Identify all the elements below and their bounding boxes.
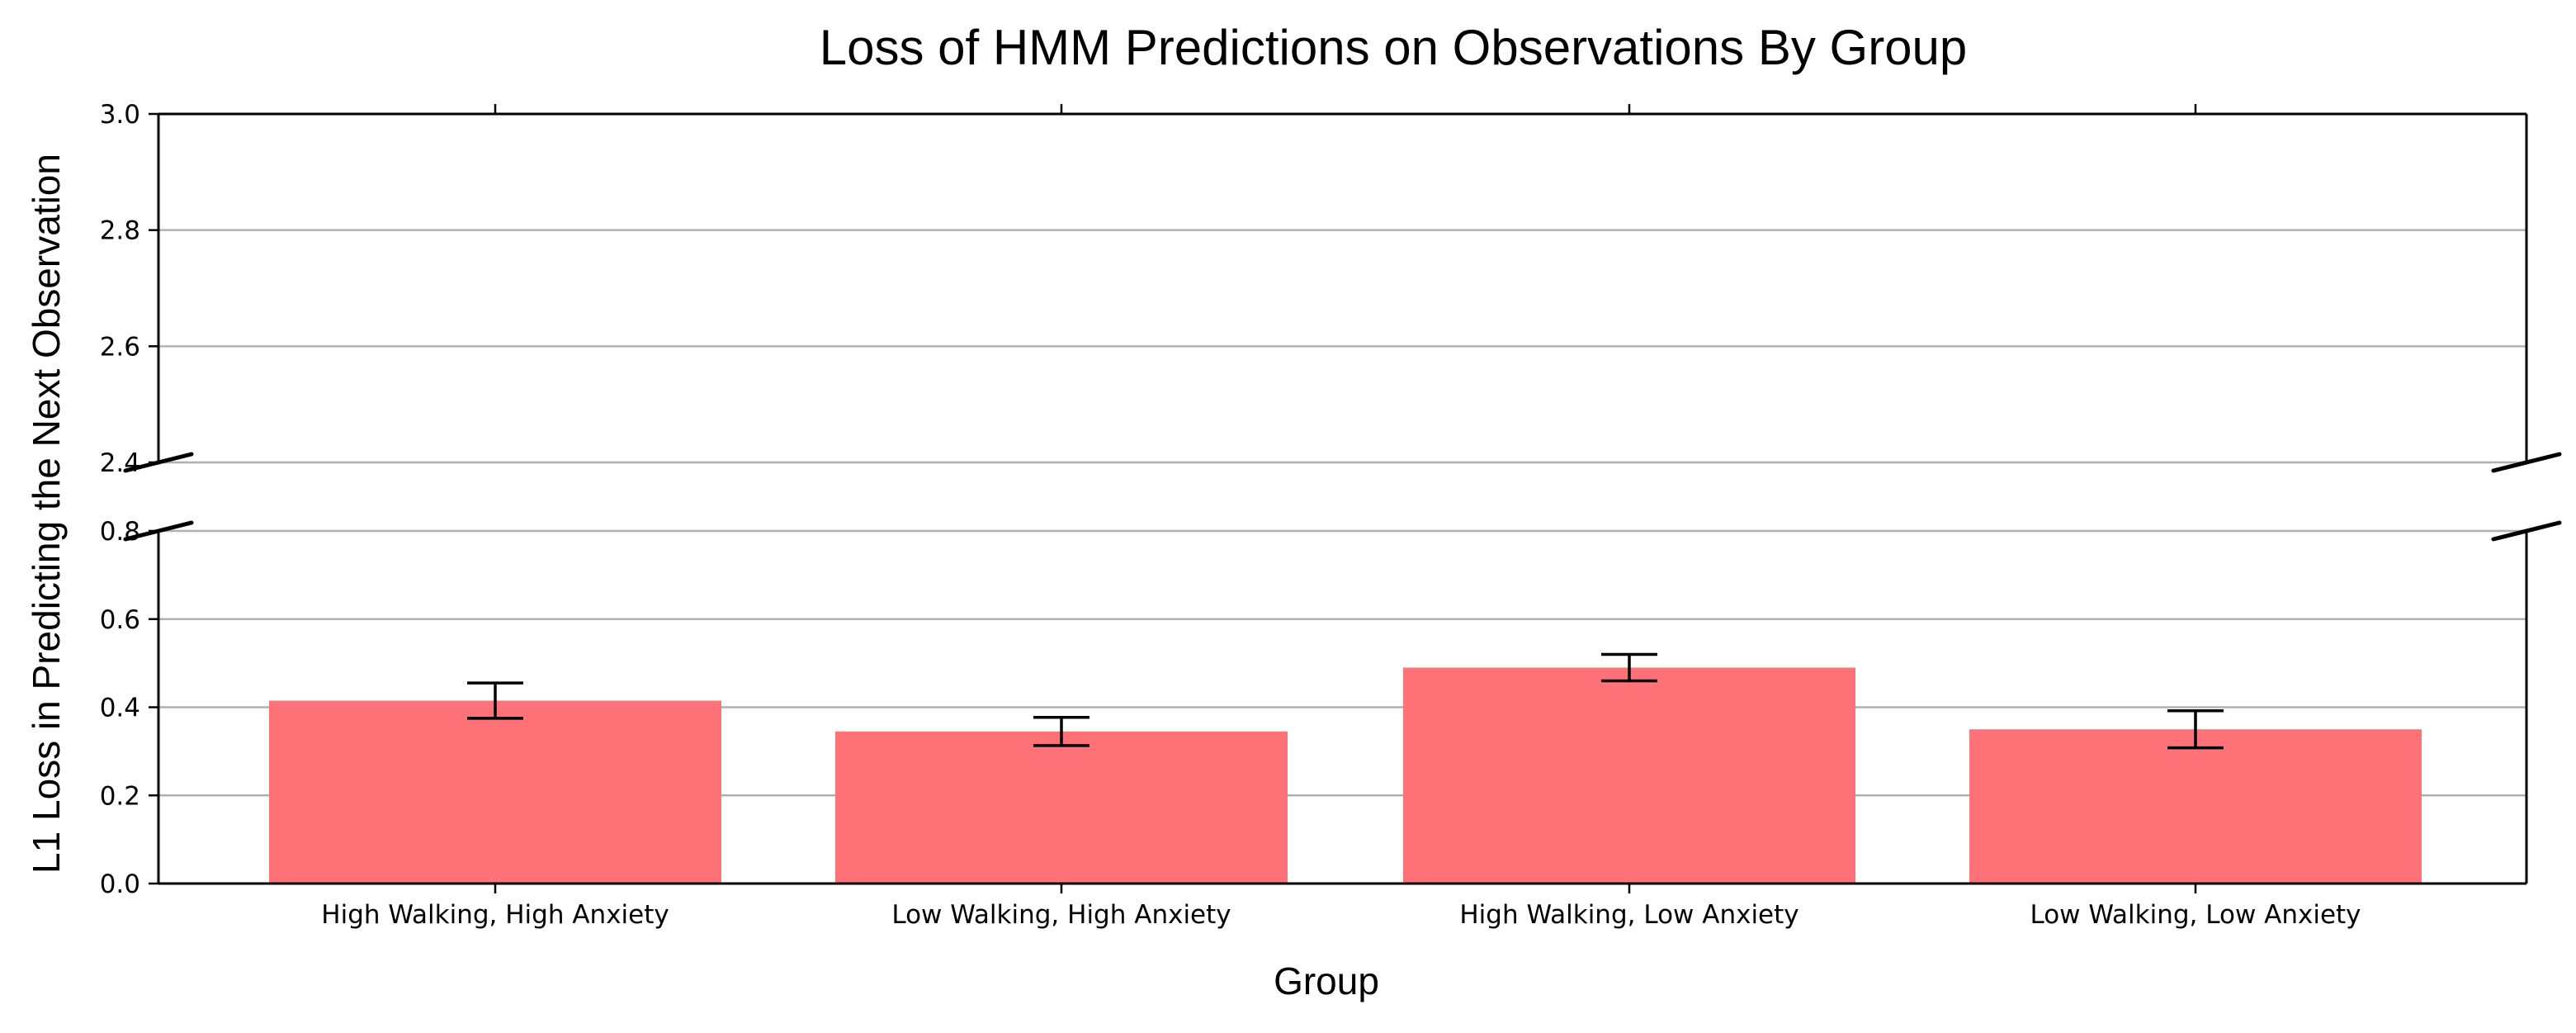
break-mark — [2491, 520, 2562, 542]
x-axis-label: Group — [1274, 960, 1379, 1002]
x-tick-label: High Walking, High Anxiety — [321, 900, 669, 930]
axes — [157, 112, 2528, 885]
error-bars — [467, 652, 2224, 750]
y-tick-label-lower: 0.2 — [100, 781, 140, 811]
y-tick-label-lower: 0.0 — [100, 870, 140, 899]
break-mark — [123, 520, 194, 542]
chart-title: Loss of HMM Predictions on Observations … — [820, 20, 1968, 75]
y-tick-label-lower: 0.6 — [100, 605, 140, 635]
y-tick-label-upper: 2.8 — [100, 216, 140, 246]
bar — [1403, 667, 1855, 884]
bar — [269, 700, 721, 884]
bar — [1969, 729, 2422, 884]
y-tick-label-upper: 2.6 — [100, 332, 140, 362]
x-tick-label: High Walking, Low Anxiety — [1459, 900, 1798, 930]
break-mark — [123, 452, 194, 473]
y-tick-label-upper: 3.0 — [100, 100, 140, 130]
bar — [835, 731, 1288, 884]
break-mark — [2491, 452, 2562, 473]
y-tick-label-lower: 0.4 — [100, 694, 140, 723]
axis-break-marks — [123, 452, 2562, 542]
y-axis-label: L1 Loss in Predicting the Next Observati… — [25, 154, 68, 874]
x-tick-label: Low Walking, Low Anxiety — [2030, 900, 2361, 930]
y-tick-label-upper: 2.4 — [100, 448, 140, 478]
ticks: 2.4 2.6 2.8 3.0 0.0 0.2 0.4 0.6 0.8 High Walking,… — [100, 100, 2361, 930]
bars — [269, 667, 2422, 884]
x-tick-label: Low Walking, High Anxiety — [891, 900, 1231, 930]
y-tick-label-lower: 0.8 — [100, 517, 140, 547]
